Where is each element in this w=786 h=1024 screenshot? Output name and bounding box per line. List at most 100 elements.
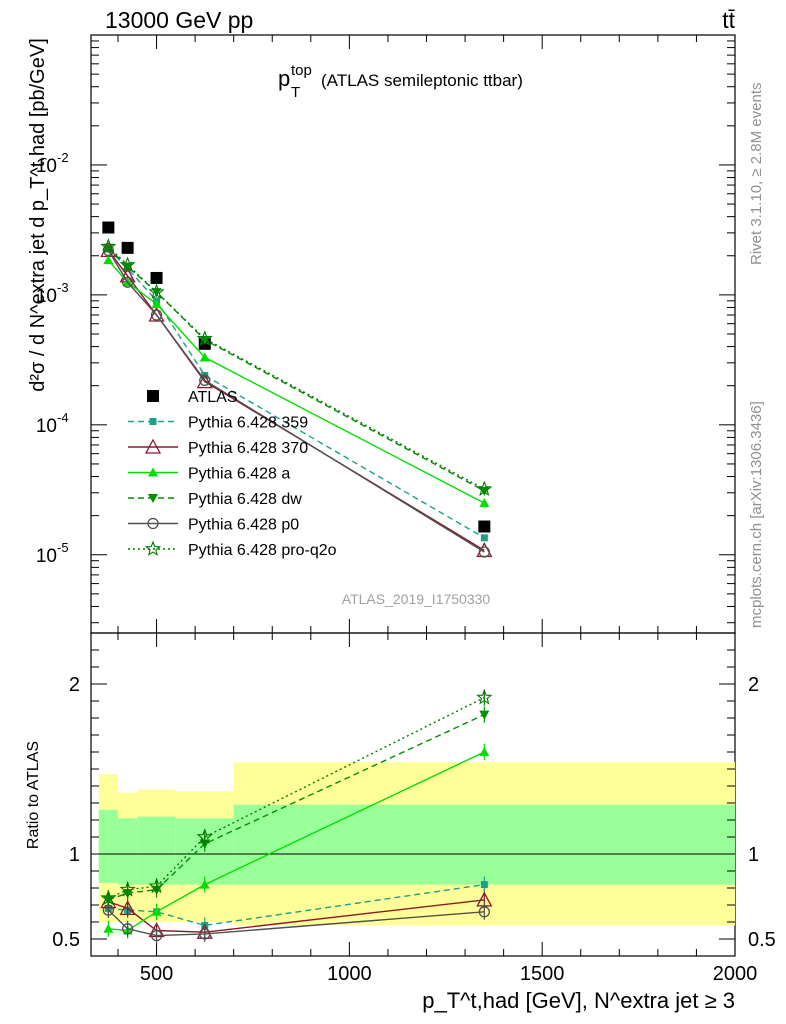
- ratio-series-2-point: [103, 923, 114, 933]
- series-2-point: [148, 306, 165, 322]
- ratio-y-tick-label: 0.5: [52, 929, 80, 951]
- ratio-series-4-point: [121, 923, 134, 935]
- legend-marker: [147, 517, 159, 530]
- series-4-point: [479, 486, 490, 496]
- ratio-y-tick-label: 1: [748, 844, 759, 866]
- legend-marker-atlas: [147, 390, 159, 402]
- header-left: 13000 GeV pp: [105, 7, 253, 33]
- legend-label: ATLAS: [188, 389, 238, 406]
- y-tick-label: 10: [36, 416, 57, 437]
- legend-marker: [148, 467, 158, 477]
- series-6-line: [107, 246, 485, 490]
- ratio-series-2-point: [479, 747, 490, 756]
- legend-label: Pythia 6.428 359: [188, 415, 308, 432]
- ratio-band-inner: [137, 816, 176, 885]
- series-3-point: [103, 255, 114, 265]
- title-main: p: [278, 66, 290, 91]
- legend-marker: [149, 418, 157, 425]
- y-tick-label: 10: [36, 286, 57, 307]
- legend-label: Pythia 6.428 p0: [188, 517, 299, 534]
- data-point-atlas: [102, 221, 115, 234]
- y-tick-label-exponent: -5: [57, 540, 69, 555]
- ratio-series-2-point: [151, 906, 162, 916]
- x-axis-label: p_T^t,had [GeV], N^extra jet ≥ 3: [422, 988, 735, 1013]
- data-point-atlas: [150, 271, 163, 284]
- y-tick-label: 10: [36, 156, 57, 177]
- ratio-series-3-line: [108, 713, 485, 901]
- ratio-y-axis-label: Ratio to ATLAS: [25, 741, 42, 849]
- plot-title: p top T (ATLAS semileptonic ttbar): [278, 62, 523, 101]
- ratio-band-inner: [98, 809, 118, 883]
- series-3-point: [151, 299, 162, 309]
- series-6-point: [148, 283, 165, 300]
- y-tick-label-exponent: -3: [57, 280, 69, 295]
- data-point-atlas: [121, 241, 134, 254]
- ratio-band-inner: [117, 818, 138, 885]
- mcplots-label: mcplots.cern.ch [arXiv:1306.3436]: [748, 401, 765, 628]
- series-4-point: [199, 335, 210, 345]
- series-3-point: [199, 352, 210, 362]
- ratio-y-tick-label: 1: [69, 844, 80, 866]
- legend-label: Pythia 6.428 pro-q2o: [188, 542, 337, 559]
- ratio-series-4-point: [199, 928, 211, 940]
- main-y-axis-label: d²σ / d N^extra jet d p_T^t,had [pb/GeV]: [27, 38, 49, 392]
- ratio-series-4-point: [150, 929, 163, 942]
- series-1-point: [480, 534, 488, 542]
- series-6-point: [196, 330, 213, 346]
- ratio-series-5-point: [476, 689, 493, 705]
- y-tick-label-exponent: -2: [57, 150, 69, 165]
- series-3-point: [479, 498, 490, 508]
- series-6-point: [476, 480, 493, 497]
- legend-marker: [144, 438, 162, 454]
- legend: ATLAS Pythia 6.428 359 Pythia 6.428 370 Pyt…: [128, 389, 337, 559]
- x-tick-label: 500: [140, 963, 173, 985]
- rivet-label: Rivet 3.1.10, ≥ 2.8M events: [748, 83, 765, 266]
- ratio-y-tick-label: 2: [69, 674, 80, 696]
- series-2-point: [196, 373, 213, 389]
- legend-marker: [148, 494, 158, 503]
- legend-label: Pythia 6.428 dw: [188, 491, 302, 508]
- x-tick-label: 1500: [520, 963, 565, 985]
- ratio-series-5-point: [100, 889, 117, 906]
- ratio-band-inner: [233, 804, 736, 885]
- series-5-point: [478, 546, 490, 558]
- ratio-y-tick-label: 0.5: [748, 929, 776, 951]
- analysis-id: ATLAS_2019_I1750330: [342, 591, 491, 607]
- series-5-line: [107, 250, 485, 553]
- legend-label: Pythia 6.428 370: [188, 440, 308, 457]
- legend-marker: [144, 540, 162, 556]
- title-sup: top: [291, 62, 312, 79]
- series-6-point: [100, 238, 117, 254]
- series-3-line: [107, 259, 485, 504]
- header-right: tt̄: [722, 7, 735, 33]
- ratio-series-5-point: [148, 877, 165, 894]
- ratio-series-0-line: [108, 883, 485, 927]
- series-4-point: [122, 262, 133, 272]
- legend-label: Pythia 6.428 a: [188, 466, 290, 483]
- ratio-series-0-point: [480, 881, 488, 889]
- ratio-y-tick-label: 2: [748, 674, 759, 696]
- series-5-point: [150, 309, 163, 321]
- x-tick-label: 1000: [327, 963, 372, 985]
- data-point-atlas: [478, 520, 491, 533]
- ratio-series-2-point: [199, 879, 210, 889]
- series-5-point: [102, 244, 115, 257]
- series-5-point: [199, 374, 211, 386]
- title-rest: (ATLAS semileptonic ttbar): [321, 71, 523, 90]
- series-6-point: [119, 256, 136, 272]
- ratio-series-3-point: [479, 710, 490, 720]
- ratio-series-5-point: [119, 881, 136, 897]
- ratio-series-5-point: [196, 828, 213, 844]
- y-tick-label-exponent: -4: [57, 410, 69, 425]
- ratio-series-1-point: [119, 900, 136, 916]
- title-sub: T: [291, 84, 300, 101]
- ratio-bands: [98, 762, 736, 926]
- ratio-series-4-point: [478, 906, 490, 918]
- x-tick-label: 2000: [713, 963, 758, 985]
- ratio-series: [100, 689, 493, 944]
- series-5-point: [121, 276, 134, 288]
- main-series: [100, 221, 493, 558]
- y-tick-label: 10: [36, 546, 57, 567]
